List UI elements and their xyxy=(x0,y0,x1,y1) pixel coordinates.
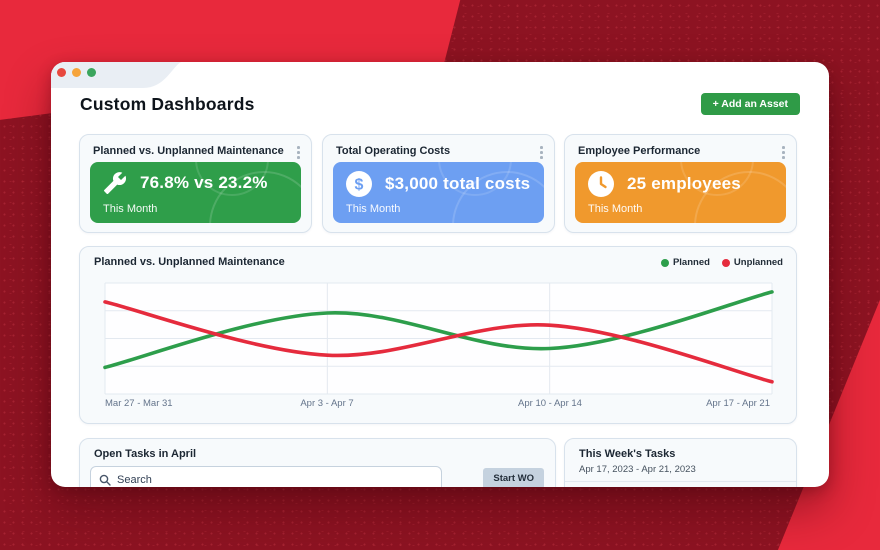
x-tick-label: Apr 3 - Apr 7 xyxy=(300,398,354,409)
kebab-menu-icon[interactable] xyxy=(780,144,787,161)
wrench-icon xyxy=(104,172,127,194)
chart-grid xyxy=(104,282,773,395)
line-chart xyxy=(103,282,774,395)
window-tab xyxy=(51,62,181,88)
dollar-icon: $ xyxy=(346,171,372,197)
stat-period: This Month xyxy=(346,203,401,215)
legend-item-unplanned: Unplanned xyxy=(721,257,783,268)
traffic-light-orange-icon[interactable] xyxy=(72,68,82,78)
add-asset-button[interactable]: + Add an Asset xyxy=(700,93,800,115)
legend-dot-red xyxy=(721,258,730,267)
search-input[interactable] xyxy=(117,474,433,486)
x-tick-label: Apr 10 - Apr 14 xyxy=(518,398,582,409)
stat-value: 76.8% vs 23.2% xyxy=(140,173,268,192)
stat-period: This Month xyxy=(103,203,158,215)
traffic-light-green-icon[interactable] xyxy=(87,68,97,78)
page-title: Custom Dashboards xyxy=(80,94,255,114)
x-tick-label: Apr 17 - Apr 21 xyxy=(706,398,770,409)
stat-card-maintenance: Planned vs. Unplanned Maintenance 76.8% … xyxy=(79,134,312,233)
start-wo-button[interactable]: Start WO xyxy=(483,468,544,487)
traffic-light-red-icon[interactable] xyxy=(57,68,67,78)
stat-value: $3,000 total costs xyxy=(385,174,531,193)
kebab-menu-icon[interactable] xyxy=(295,144,302,161)
unplanned-line xyxy=(103,300,774,384)
stat-card-employees: Employee Performance 25 employees This M… xyxy=(564,134,797,233)
planned-line xyxy=(103,290,774,370)
divider xyxy=(565,481,796,482)
open-tasks-title: Open Tasks in April xyxy=(94,448,197,460)
legend-dot-green xyxy=(660,258,669,267)
stat-value: 25 employees xyxy=(627,174,741,193)
open-tasks-card: Open Tasks in April Start WO xyxy=(79,438,556,487)
stat-card-title: Planned vs. Unplanned Maintenance xyxy=(93,145,284,157)
search-box xyxy=(90,466,442,487)
week-tasks-title: This Week's Tasks xyxy=(579,448,676,460)
stat-card-title: Employee Performance xyxy=(578,145,701,157)
stat-card-title: Total Operating Costs xyxy=(336,145,451,157)
stat-panel-blue: $ $3,000 total costs This Month xyxy=(333,162,544,223)
week-tasks-card: This Week's Tasks Apr 17, 2023 - Apr 21,… xyxy=(564,438,797,487)
stat-panel-green: 76.8% vs 23.2% This Month xyxy=(90,162,301,223)
legend-label: Unplanned xyxy=(733,257,783,268)
kebab-menu-icon[interactable] xyxy=(538,144,545,161)
clock-icon xyxy=(588,171,614,197)
chart-card: Planned vs. Unplanned Maintenance Planne… xyxy=(79,246,797,424)
stat-card-costs: Total Operating Costs $ $3,000 total cos… xyxy=(322,134,555,233)
stat-period: This Month xyxy=(588,203,643,215)
svg-text:$: $ xyxy=(355,177,364,194)
legend-label: Planned xyxy=(672,257,710,268)
x-tick-label: Mar 27 - Mar 31 xyxy=(105,398,173,409)
chart-title: Planned vs. Unplanned Maintenance xyxy=(94,256,285,268)
chart-legend: Planned Unplanned xyxy=(660,257,783,268)
week-tasks-date-range: Apr 17, 2023 - Apr 21, 2023 xyxy=(579,464,696,475)
stat-panel-orange: 25 employees This Month xyxy=(575,162,786,223)
search-icon xyxy=(99,474,111,486)
app-window: Custom Dashboards + Add an Asset Planned… xyxy=(51,62,829,487)
legend-item-planned: Planned xyxy=(660,257,710,268)
